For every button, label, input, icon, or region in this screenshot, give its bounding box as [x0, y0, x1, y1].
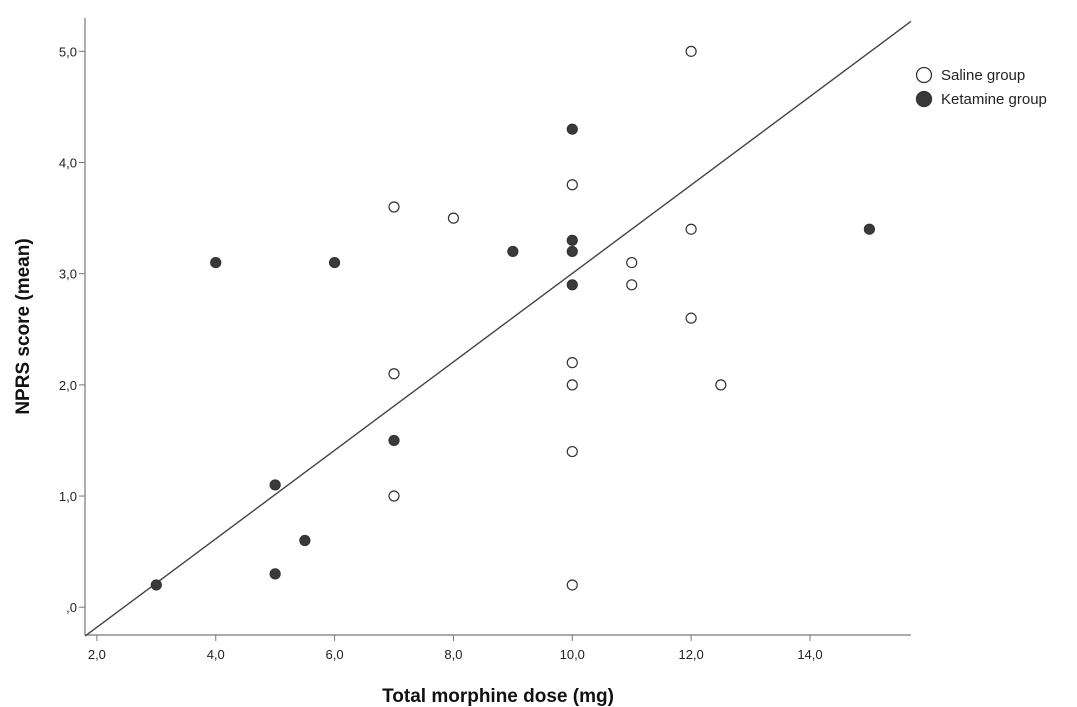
y-tick-label: 4,0: [59, 156, 77, 171]
x-tick-label: 10,0: [560, 647, 585, 662]
saline-point: [685, 45, 697, 57]
fit-line: [84, 20, 912, 637]
legend-label-saline: Saline group: [941, 67, 1025, 84]
x-tick-label: 4,0: [207, 647, 225, 662]
saline-point: [566, 179, 578, 191]
saline-point: [447, 212, 460, 224]
saline-point: [566, 579, 578, 591]
ketamine-point: [566, 234, 578, 246]
ketamine-point: [269, 479, 281, 491]
x-tick-label: 14,0: [797, 647, 822, 662]
y-tick-label: 3,0: [59, 267, 77, 282]
axes: [84, 18, 911, 636]
legend: Saline group Ketamine group: [915, 66, 1047, 108]
x-tick-label: 6,0: [326, 647, 344, 662]
ketamine-point: [566, 123, 578, 135]
ketamine-point: [388, 434, 400, 447]
legend-marker-ketamine: [915, 90, 933, 108]
fit-line-group: [84, 20, 912, 637]
ketamine-point: [863, 223, 876, 235]
saline-point: [388, 201, 400, 213]
ketamine-point: [150, 579, 162, 591]
saline-point: [388, 490, 400, 502]
y-axis-ticks: ,0 1,0 2,0 3,0 4,0 5,0: [59, 44, 85, 615]
x-tick-label: 2,0: [88, 647, 106, 662]
saline-point: [626, 256, 638, 269]
saline-point: [566, 445, 578, 458]
saline-point: [715, 379, 727, 391]
saline-point: [566, 357, 578, 369]
ketamine-point: [269, 568, 281, 580]
ketamine-point: [210, 256, 222, 269]
data-points: [150, 45, 876, 591]
saline-point: [566, 379, 578, 391]
ketamine-point: [566, 279, 578, 291]
y-tick-label: ,0: [66, 600, 77, 615]
ketamine-point: [299, 534, 311, 547]
legend-label-ketamine: Ketamine group: [941, 91, 1047, 108]
saline-point: [685, 223, 697, 235]
ketamine-point: [507, 245, 519, 258]
x-tick-label: 12,0: [678, 647, 703, 662]
x-axis-title: Total morphine dose (mg): [382, 686, 614, 707]
saline-point: [685, 312, 697, 324]
saline-point: [388, 368, 400, 380]
x-tick-label: 8,0: [444, 647, 462, 662]
y-tick-label: 1,0: [59, 489, 77, 504]
y-tick-label: 2,0: [59, 378, 77, 393]
y-tick-label: 5,0: [59, 44, 77, 59]
legend-marker-saline: [915, 66, 933, 84]
ketamine-point: [328, 256, 341, 269]
ketamine-point: [566, 245, 578, 258]
saline-point: [626, 279, 638, 291]
y-axis-title: NPRS score (mean): [13, 238, 34, 414]
x-axis-ticks: 2,0 4,0 6,0 8,0 10,0 12,0 14,0: [88, 635, 823, 662]
